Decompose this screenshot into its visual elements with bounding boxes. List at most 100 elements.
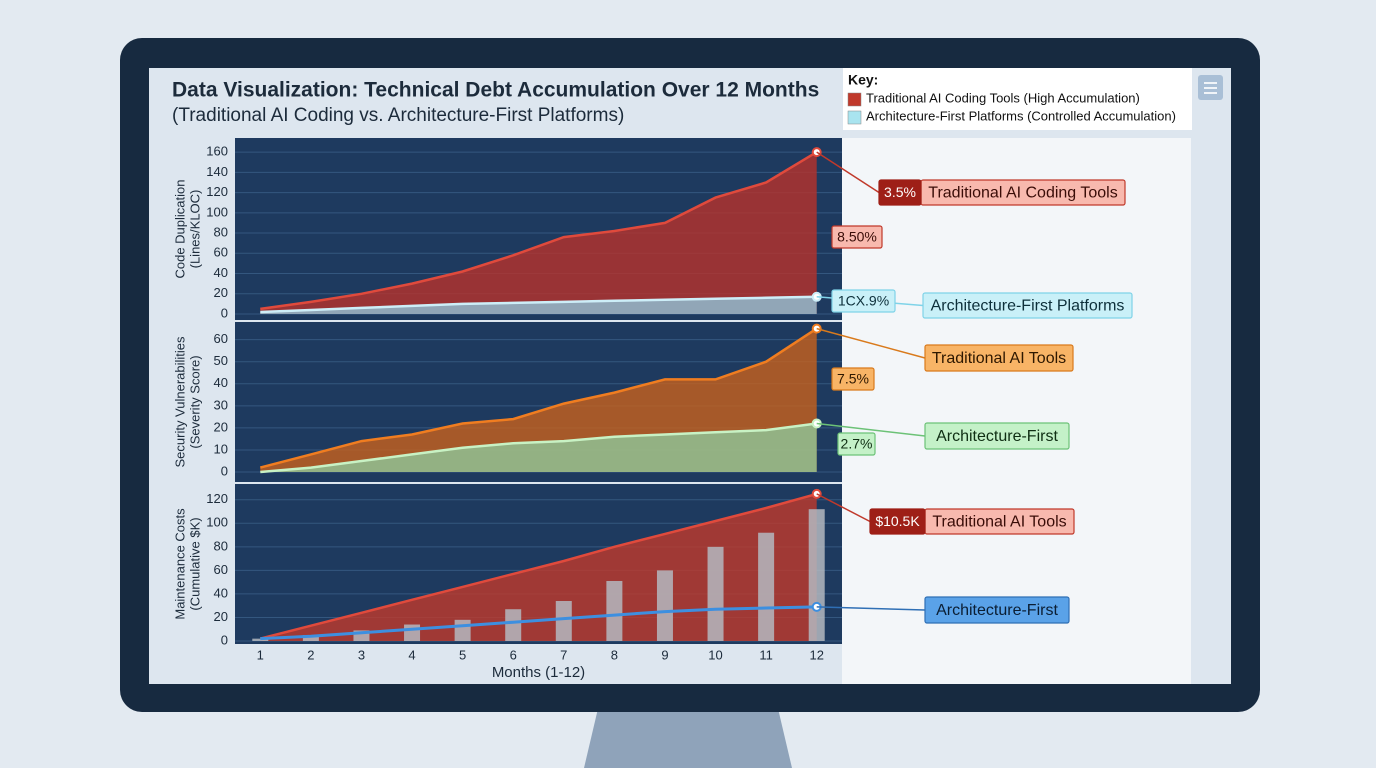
series-layer xyxy=(259,323,822,474)
x-tick-label: 1 xyxy=(257,647,264,662)
y-axis-label: Code Duplication xyxy=(172,179,187,278)
y-axis-label: Security Vulnerabilities xyxy=(172,336,187,468)
bar xyxy=(505,609,522,641)
key-box xyxy=(843,68,1192,130)
area-fill xyxy=(260,152,817,314)
annotation-box xyxy=(831,367,875,391)
series-line xyxy=(260,295,817,314)
bar xyxy=(555,600,572,641)
x-tick-label: 11 xyxy=(759,647,773,662)
x-tick-label: 10 xyxy=(708,647,722,662)
y-axis-label: Maintenance Costs xyxy=(172,508,187,620)
y-tick-label: 40 xyxy=(214,585,228,600)
y-tick-label: 20 xyxy=(214,609,228,624)
x-tick-label: 3 xyxy=(358,647,365,662)
annotation: 7.5% xyxy=(837,371,869,387)
series-callout: Architecture-First xyxy=(936,602,1058,619)
y-axis-label: (Severity Score) xyxy=(187,355,202,448)
series-layer xyxy=(252,488,825,641)
y-tick-label: 30 xyxy=(214,397,228,412)
annotation-box xyxy=(878,179,922,206)
menu-button[interactable] xyxy=(1198,75,1223,100)
y-tick-label: 100 xyxy=(206,204,228,219)
x-tick-label: 4 xyxy=(408,647,415,662)
y-tick-label: 10 xyxy=(214,441,228,456)
x-tick-label: 5 xyxy=(459,647,466,662)
series-callout: Traditional AI Coding Tools xyxy=(928,185,1117,202)
side-panel xyxy=(842,138,1191,684)
menu-lines xyxy=(1204,82,1217,94)
title: Data Visualization: Technical Debt Accum… xyxy=(172,79,819,102)
y-tick-label: 160 xyxy=(206,144,228,159)
bar xyxy=(404,624,421,641)
callout-connector xyxy=(816,606,926,611)
x-tick-label: 9 xyxy=(661,647,668,662)
series-callout-box xyxy=(924,596,1070,624)
area-fill xyxy=(260,423,817,472)
callout-connector xyxy=(816,493,871,523)
bar xyxy=(606,580,623,641)
y-tick-label: 20 xyxy=(214,419,228,434)
y-tick-label: 120 xyxy=(206,184,228,199)
y-tick-label: 60 xyxy=(214,331,228,346)
bar xyxy=(454,619,471,641)
series-callout-box xyxy=(924,422,1070,450)
annotation-box xyxy=(869,508,926,535)
x-tick-label: 8 xyxy=(611,647,618,662)
x-tick-label: 2 xyxy=(307,647,314,662)
y-tick-label: 40 xyxy=(214,375,228,390)
annotation: 1CX.9% xyxy=(838,293,889,309)
series-callout-box xyxy=(922,292,1133,319)
y-tick-label: 0 xyxy=(221,632,228,647)
y-tick-label: 50 xyxy=(214,353,228,368)
y-tick-label: 0 xyxy=(221,305,228,320)
series-line xyxy=(260,422,817,474)
callout-connector xyxy=(816,151,880,194)
bar xyxy=(758,532,775,641)
monitor-stand xyxy=(584,700,792,768)
annotation: 3.5% xyxy=(884,184,916,200)
bar xyxy=(302,635,319,641)
series-callout: Architecture-First Platforms xyxy=(931,298,1125,315)
y-tick-label: 140 xyxy=(206,164,228,179)
y-tick-label: 120 xyxy=(206,491,228,506)
series-callout: Architecture-First xyxy=(936,428,1058,445)
y-tick-label: 40 xyxy=(214,265,228,280)
bar xyxy=(353,630,370,641)
subtitle: (Traditional AI Coding vs. Architecture-… xyxy=(172,105,624,126)
annotation: 2.7% xyxy=(841,436,873,452)
annotation: 8.50% xyxy=(837,229,877,245)
y-tick-label: 60 xyxy=(214,245,228,260)
annotation-box xyxy=(831,289,896,313)
x-tick-label: 12 xyxy=(809,647,823,662)
series-line xyxy=(259,492,818,640)
x-axis-label: Months (1-12) xyxy=(492,664,585,681)
series-line xyxy=(259,327,818,469)
annotation-box xyxy=(837,432,876,456)
y-tick-label: 20 xyxy=(214,285,228,300)
x-tick-label: 6 xyxy=(510,647,517,662)
y-tick-label: 80 xyxy=(214,224,228,239)
key-swatch xyxy=(847,110,862,125)
y-tick-label: 60 xyxy=(214,562,228,577)
bar xyxy=(707,546,724,641)
key-title: Key: xyxy=(848,72,878,88)
bar xyxy=(656,570,673,641)
y-tick-label: 0 xyxy=(221,463,228,478)
y-axis-label: (Lines/KLOC) xyxy=(187,190,202,269)
series-callout: Traditional AI Tools xyxy=(932,514,1066,531)
key-label: Architecture-First Platforms (Controlled… xyxy=(866,108,1176,123)
bar xyxy=(252,638,269,641)
series-line xyxy=(260,151,818,311)
area-fill xyxy=(260,296,817,314)
annotation-box xyxy=(831,225,883,249)
key-swatch xyxy=(847,92,862,107)
bar xyxy=(808,509,825,641)
series-line xyxy=(260,605,817,641)
callout-connector xyxy=(816,327,926,359)
y-tick-label: 100 xyxy=(206,515,228,530)
series-callout: Traditional AI Tools xyxy=(932,350,1066,367)
x-tick-label: 7 xyxy=(560,647,567,662)
annotation: $10.5K xyxy=(875,513,920,529)
